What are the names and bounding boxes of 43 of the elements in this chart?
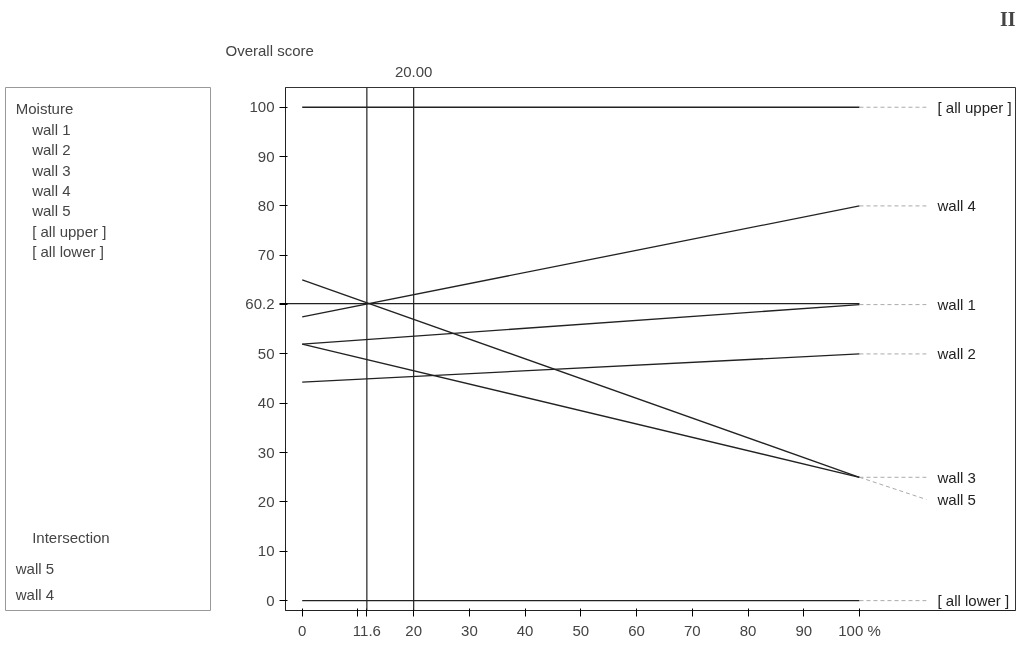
text: wall 2 (936, 345, 976, 363)
text: wall 4 (936, 197, 976, 215)
text: [ all upper ] (937, 98, 1012, 116)
text: II (999, 7, 1016, 30)
y-tick-label: 0 (266, 591, 275, 609)
x-tick-label: 80 (739, 621, 757, 639)
text: wall 1 (31, 120, 71, 138)
y-tick-label: 100 (249, 98, 275, 116)
ref-line-label: 11.6 (352, 621, 381, 639)
x-tick-label: 40 (516, 621, 534, 639)
y-tick-label: 10 (257, 542, 275, 560)
y-tick-label: 20 (257, 492, 275, 510)
x-tick-label: 30 (461, 621, 478, 639)
y-tick-label: 30 (257, 443, 275, 461)
text: wall 3 (31, 161, 71, 179)
y-axis-title: Overall score (225, 41, 314, 59)
x-tick-label: 70 (683, 621, 701, 639)
text: [ all upper ] (32, 222, 107, 240)
text: [ all lower ] (32, 243, 104, 261)
text: wall 4 (31, 182, 71, 200)
y-tick-label: 90 (257, 147, 275, 165)
text: Intersection (32, 528, 110, 546)
y-tick-label: 80 (257, 196, 275, 214)
x-tick-label: 100 % (838, 621, 881, 639)
x-tick-label: 90 (795, 621, 813, 639)
text: [ all lower ] (937, 592, 1010, 610)
x-tick-label: 20 (405, 621, 423, 639)
x-tick-label: 0 (298, 621, 307, 639)
text: wall 4 (14, 586, 55, 604)
text: wall 3 (936, 468, 976, 486)
y-tick-label: 40 (257, 394, 275, 412)
text: wall 1 (936, 296, 976, 314)
text: Moisture (15, 99, 74, 117)
y-tick-label: 70 (257, 246, 275, 264)
text: wall 5 (31, 202, 71, 220)
text: wall 5 (14, 560, 55, 578)
x-tick-label: 60 (628, 621, 645, 639)
y-tick-label: 50 (257, 344, 275, 362)
text: wall 5 (936, 490, 976, 508)
ref-line-label: 60.2 (245, 294, 275, 312)
text: wall 2 (31, 141, 71, 159)
ref-line-label: 20.00 (394, 62, 433, 80)
x-tick-label: 50 (572, 621, 590, 639)
